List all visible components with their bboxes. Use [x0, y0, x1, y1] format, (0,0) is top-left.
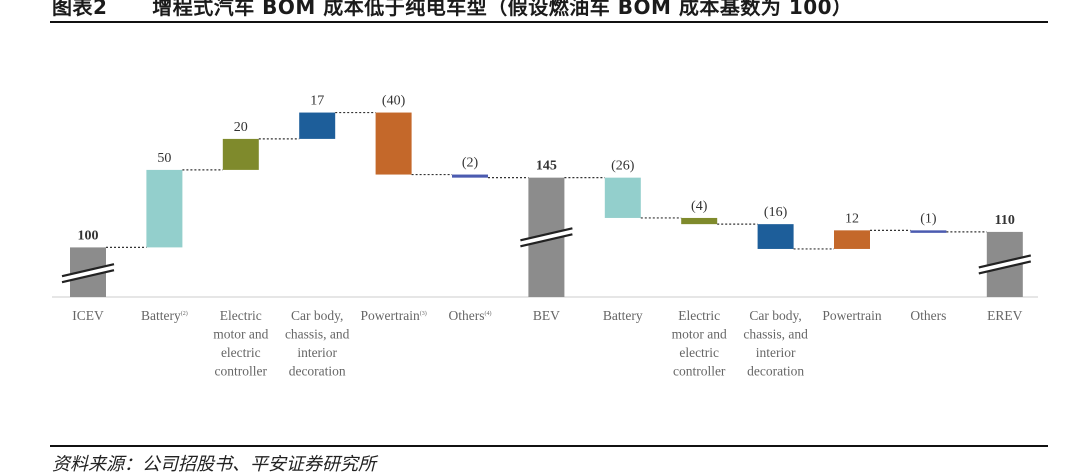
axis-break-line-a-0	[61, 263, 115, 278]
figure-title: 图表2 增程式汽车 BOM 成本低于纯电车型（假设燃油车 BOM 成本基数为 1…	[52, 0, 853, 20]
data-label-12: 110	[995, 213, 1015, 228]
bar-4	[375, 112, 412, 175]
category-label-8-2: electric	[679, 345, 719, 360]
category-label-3-0: Car body,	[291, 308, 343, 323]
data-label-5: (2)	[462, 156, 479, 171]
data-label-7: (26)	[611, 159, 635, 174]
category-label-2-0: Electric	[220, 308, 262, 323]
category-label-0-0: ICEV	[72, 308, 104, 323]
axis-break-line-b-6	[520, 233, 573, 248]
axis-break-line-a-12	[978, 254, 1032, 269]
bar-1	[146, 169, 183, 248]
axis-break-gap-6	[519, 228, 574, 247]
bar-10	[834, 230, 870, 249]
bottom-rule	[50, 445, 1048, 447]
category-label-8-0: Electric	[678, 308, 720, 323]
bar-11	[910, 230, 947, 233]
category-label-6-0: BEV	[533, 308, 560, 323]
category-label-8-3: controller	[673, 364, 726, 379]
data-label-9: (16)	[764, 205, 788, 220]
figure-title-bar: 图表2 增程式汽车 BOM 成本低于纯电车型（假设燃油车 BOM 成本基数为 1…	[0, 0, 1050, 22]
axis-break-gap-0	[61, 264, 115, 283]
category-label-9-1: chassis, and	[743, 327, 808, 342]
category-label-2-2: electric	[221, 345, 261, 360]
figure-label: 图表2	[52, 0, 108, 19]
axis-break-line-b-0	[61, 269, 115, 284]
category-label-8-1: motor and	[672, 327, 727, 342]
category-label-3-3: decoration	[289, 364, 346, 379]
bar-8	[681, 217, 718, 225]
category-label-1-0: Battery(2)	[141, 308, 188, 323]
data-label-10: 12	[845, 211, 859, 226]
bar-5	[452, 174, 488, 178]
category-label-11-0: Others	[910, 308, 946, 323]
bar-7	[604, 177, 641, 218]
category-label-9-0: Car body,	[749, 308, 801, 323]
category-label-2-3: controller	[215, 364, 268, 379]
data-label-6: 145	[536, 159, 557, 174]
data-label-3: 17	[310, 94, 324, 109]
data-label-2: 20	[234, 120, 248, 135]
category-label-3-2: interior	[297, 345, 337, 360]
category-label-2-1: motor and	[213, 327, 268, 342]
source-note: 资料来源：公司招股书、平安证券研究所	[52, 454, 376, 475]
top-rule	[50, 21, 1048, 23]
axis-break-gap-12	[978, 255, 1032, 274]
category-label-7-0: Battery	[603, 308, 643, 323]
axis-break-line-a-6	[520, 227, 573, 242]
figure-title-text: 增程式汽车 BOM 成本低于纯电车型（假设燃油车 BOM 成本基数为 100）	[152, 0, 853, 19]
data-label-1: 50	[157, 151, 171, 166]
category-label-4-0: Powertrain(3)	[360, 308, 426, 323]
data-label-0: 100	[78, 228, 99, 243]
category-label-12-0: EREV	[987, 308, 1022, 323]
category-label-3-1: chassis, and	[285, 327, 350, 342]
bar-3	[299, 112, 336, 139]
category-label-9-3: decoration	[747, 364, 804, 379]
data-label-4: (40)	[382, 94, 406, 109]
bar-2	[222, 138, 259, 170]
data-label-8: (4)	[691, 199, 708, 214]
bar-9	[757, 224, 794, 249]
axis-break-line-b-12	[978, 260, 1032, 275]
category-label-9-2: interior	[756, 345, 796, 360]
category-label-5-0: Others(4)	[449, 308, 492, 323]
data-label-11: (1)	[920, 211, 937, 226]
category-label-10-0: Powertrain	[822, 308, 881, 323]
